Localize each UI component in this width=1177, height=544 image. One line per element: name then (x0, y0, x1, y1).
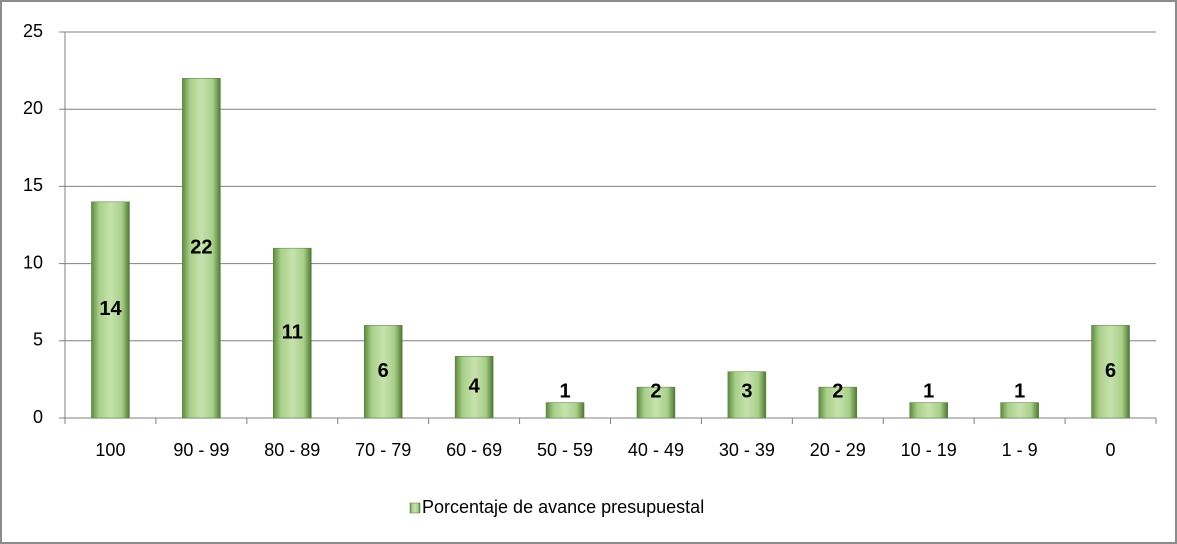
data-label: 1 (1014, 380, 1025, 402)
x-tick-label: 80 - 89 (264, 440, 320, 460)
x-tick-label: 60 - 69 (446, 440, 502, 460)
y-tick-label: 20 (23, 98, 43, 118)
x-tick-label: 50 - 59 (537, 440, 593, 460)
bar (273, 247, 312, 419)
bar (1091, 325, 1130, 419)
x-tick-label: 0 (1106, 440, 1116, 460)
data-label: 6 (1105, 360, 1116, 382)
data-label: 2 (650, 380, 661, 402)
data-label: 4 (469, 375, 481, 397)
bar (727, 371, 767, 419)
x-tick-label: 10 - 19 (901, 440, 957, 460)
bar (818, 386, 858, 419)
bar (545, 402, 585, 419)
legend-marker (409, 502, 421, 514)
bar (454, 355, 494, 419)
data-label: 1 (923, 380, 934, 402)
y-tick-label: 25 (23, 21, 43, 41)
x-tick-label: 70 - 79 (355, 440, 411, 460)
data-label: 2 (832, 380, 843, 402)
x-tick-label: 100 (95, 440, 125, 460)
data-label: 14 (99, 298, 122, 320)
bar (909, 402, 948, 419)
data-label: 1 (559, 380, 570, 402)
bar (636, 386, 676, 419)
bar (91, 201, 130, 419)
x-tick-label: 20 - 29 (810, 440, 866, 460)
bar (363, 325, 403, 419)
y-tick-label: 10 (23, 252, 43, 272)
data-label: 22 (190, 236, 212, 258)
data-label: 3 (741, 380, 752, 402)
x-tick-label: 90 - 99 (173, 440, 229, 460)
data-label: 11 (282, 321, 303, 343)
bar (1000, 402, 1039, 419)
y-tick-label: 15 (23, 175, 43, 195)
x-tick-label: 30 - 39 (719, 440, 775, 460)
x-tick-label: 1 - 9 (1002, 440, 1038, 460)
bar (182, 78, 221, 419)
x-tick-label: 40 - 49 (628, 440, 684, 460)
legend-label: Porcentaje de avance presupuestal (422, 497, 704, 517)
y-tick-label: 0 (33, 407, 43, 427)
data-label: 6 (378, 360, 389, 382)
y-tick-label: 5 (33, 330, 43, 350)
